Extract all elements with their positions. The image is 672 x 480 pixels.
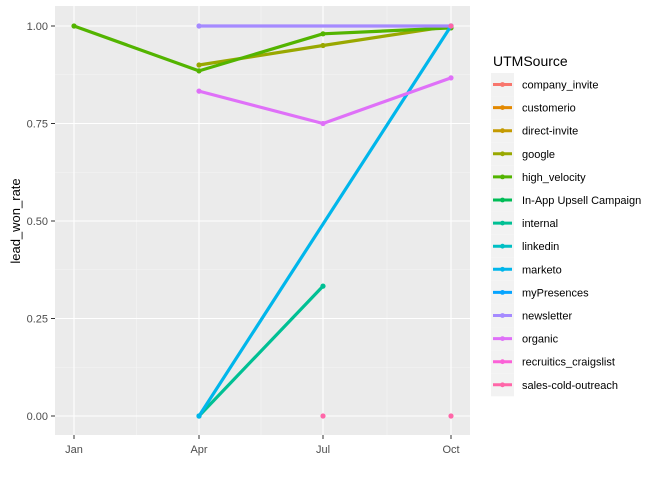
- legend-swatch-point: [500, 128, 505, 134]
- data-point: [196, 62, 202, 68]
- series-sales-cold-outreach: [320, 23, 454, 419]
- x-tick-label: Oct: [442, 444, 459, 456]
- legend-item: high_velocity: [491, 165, 586, 189]
- legend-swatch-point: [500, 290, 505, 295]
- legend-label: newsletter: [522, 311, 572, 323]
- data-point: [448, 23, 454, 29]
- data-point: [196, 88, 202, 94]
- x-tick-label: Apr: [190, 444, 207, 456]
- x-tick-label: Jul: [316, 444, 330, 456]
- legend-label: linkedin: [522, 241, 559, 253]
- legend-label: google: [522, 149, 555, 161]
- legend-item: myPresences: [491, 280, 589, 304]
- legend-item: google: [491, 142, 555, 166]
- legend-swatch-point: [500, 220, 505, 226]
- legend-label: myPresences: [522, 287, 589, 299]
- legend-item: internal: [491, 211, 558, 235]
- legend-swatch-point: [500, 359, 505, 365]
- data-point: [196, 413, 202, 419]
- legend-item: In-App Upsell Campaign: [491, 188, 641, 212]
- legend-label: organic: [522, 334, 559, 346]
- series-high_velocity: [71, 23, 454, 74]
- legend-swatch-point: [500, 105, 505, 110]
- data-point: [320, 31, 326, 37]
- data-point: [196, 68, 202, 74]
- data-point: [320, 283, 326, 289]
- legend-item: newsletter: [491, 304, 572, 327]
- data-point: [320, 413, 326, 419]
- x-axis: Jan Apr Jul Oct: [65, 435, 460, 456]
- legend-item: recruitics_craigslist: [491, 350, 615, 374]
- legend-swatch-point: [500, 174, 505, 180]
- y-tick-label: 0.00: [27, 411, 48, 423]
- legend-label: In-App Upsell Campaign: [522, 195, 641, 207]
- legend-swatch-point: [500, 266, 505, 272]
- data-point: [196, 23, 202, 29]
- data-point: [320, 120, 326, 127]
- y-axis: 0.00 0.25 0.50 0.75 1.00: [27, 21, 55, 423]
- legend-item: organic: [491, 327, 559, 351]
- legend-label: direct-invite: [522, 126, 578, 138]
- data-point: [448, 75, 454, 81]
- legend-swatch-point: [500, 336, 505, 341]
- legend-item: linkedin: [491, 234, 559, 258]
- legend-item: company_invite: [491, 73, 598, 96]
- legend-swatch-point: [500, 313, 505, 318]
- data-point: [448, 413, 454, 419]
- legend: UTMSource company_invite customerio direct…: [491, 53, 641, 397]
- legend-label: customerio: [522, 103, 576, 115]
- legend-item: customerio: [491, 96, 576, 120]
- legend-swatch-point: [500, 151, 505, 157]
- y-axis-title: lead_won_rate: [8, 178, 23, 263]
- legend-title: UTMSource: [493, 53, 568, 69]
- x-tick-label: Jan: [65, 444, 83, 456]
- data-point: [320, 42, 326, 49]
- y-tick-label: 0.75: [27, 119, 48, 131]
- legend-label: high_velocity: [522, 172, 586, 184]
- legend-label: company_invite: [522, 80, 598, 92]
- series-layer: [71, 23, 454, 419]
- legend-swatch-point: [500, 82, 505, 87]
- legend-swatch-point: [500, 243, 505, 249]
- y-tick-label: 1.00: [27, 21, 48, 33]
- y-tick-label: 0.25: [27, 314, 48, 326]
- legend-item: marketo: [491, 257, 562, 281]
- series-line: [197, 285, 325, 418]
- legend-label: sales-cold-outreach: [522, 380, 618, 392]
- series-organic: [196, 75, 454, 127]
- data-point: [71, 23, 77, 29]
- legend-swatch-point: [500, 197, 505, 203]
- legend-label: marketo: [522, 264, 562, 276]
- legend-label: internal: [522, 218, 558, 230]
- legend-item: sales-cold-outreach: [491, 373, 618, 397]
- series-line: [197, 25, 453, 417]
- legend-swatch-point: [500, 382, 505, 388]
- y-tick-label: 0.50: [27, 216, 48, 228]
- series-line: [73, 24, 452, 73]
- legend-item: direct-invite: [491, 119, 578, 143]
- legend-label: recruitics_craigslist: [522, 357, 615, 369]
